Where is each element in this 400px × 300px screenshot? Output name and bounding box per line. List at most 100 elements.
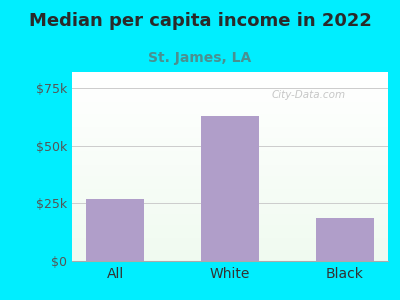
Bar [72, 116, 388, 117]
Bar [72, 246, 388, 248]
Bar [72, 204, 388, 206]
Bar [72, 117, 388, 119]
Bar [72, 184, 388, 185]
Bar [72, 182, 388, 184]
Bar [72, 212, 388, 214]
Bar [72, 210, 388, 212]
Bar [72, 130, 388, 133]
Bar [72, 250, 388, 251]
Bar [72, 221, 388, 223]
Bar [72, 134, 388, 136]
Bar [72, 216, 388, 218]
Bar [72, 110, 388, 112]
Bar [72, 127, 388, 129]
Bar [72, 240, 388, 242]
Bar [72, 199, 388, 200]
Bar [72, 176, 388, 178]
Bar [72, 202, 388, 204]
Bar [72, 76, 388, 78]
Bar [72, 185, 388, 187]
Bar [72, 129, 388, 130]
Bar [72, 167, 388, 168]
Bar [72, 102, 388, 104]
Bar [72, 138, 388, 140]
Bar [72, 155, 388, 157]
Bar [72, 172, 388, 174]
Bar [72, 227, 388, 229]
Bar [72, 236, 388, 238]
Bar [86, 199, 144, 261]
Bar [72, 163, 388, 165]
Bar [72, 214, 388, 216]
Bar [72, 257, 388, 259]
Bar [72, 142, 388, 144]
Bar [316, 218, 374, 261]
Bar [72, 254, 388, 255]
Bar [72, 195, 388, 197]
Bar [72, 161, 388, 163]
Bar [72, 152, 388, 153]
Bar [72, 200, 388, 202]
Bar [72, 244, 388, 246]
Bar [72, 223, 388, 225]
Text: City-Data.com: City-Data.com [272, 90, 346, 100]
Bar [72, 153, 388, 155]
Bar [72, 136, 388, 138]
Bar [72, 114, 388, 116]
Bar [72, 123, 388, 125]
Bar [72, 218, 388, 219]
Bar [72, 208, 388, 210]
Bar [72, 229, 388, 231]
Bar [72, 235, 388, 236]
Bar [72, 121, 388, 123]
Bar [72, 206, 388, 208]
Bar [72, 157, 388, 159]
Bar [72, 149, 388, 152]
Bar [72, 87, 388, 89]
Bar [72, 74, 388, 76]
Bar [72, 219, 388, 221]
Bar [72, 119, 388, 121]
Bar [72, 80, 388, 81]
Bar [72, 89, 388, 91]
Bar [72, 165, 388, 167]
Bar [72, 180, 388, 182]
Bar [72, 98, 388, 100]
Bar [72, 193, 388, 195]
Text: St. James, LA: St. James, LA [148, 51, 252, 65]
Bar [72, 159, 388, 161]
Bar [72, 187, 388, 189]
Bar [72, 144, 388, 146]
Bar [72, 133, 388, 134]
Bar [72, 178, 388, 180]
Bar [72, 95, 388, 97]
Bar [72, 168, 388, 170]
Bar [72, 255, 388, 257]
Bar [72, 108, 388, 110]
Bar [72, 100, 388, 102]
Bar [72, 81, 388, 83]
Bar [72, 170, 388, 172]
Text: Median per capita income in 2022: Median per capita income in 2022 [28, 12, 372, 30]
Bar [72, 238, 388, 240]
Bar [72, 91, 388, 93]
Bar [72, 97, 388, 98]
Bar [72, 83, 388, 85]
Bar [72, 85, 388, 87]
Bar [72, 225, 388, 227]
Bar [201, 116, 259, 261]
Bar [72, 174, 388, 176]
Bar [72, 112, 388, 114]
Bar [72, 148, 388, 149]
Bar [72, 197, 388, 199]
Bar [72, 78, 388, 80]
Bar [72, 72, 388, 74]
Bar [72, 242, 388, 244]
Bar [72, 251, 388, 253]
Bar [72, 106, 388, 108]
Bar [72, 146, 388, 148]
Bar [72, 259, 388, 261]
Bar [72, 104, 388, 106]
Bar [72, 140, 388, 142]
Bar [72, 233, 388, 235]
